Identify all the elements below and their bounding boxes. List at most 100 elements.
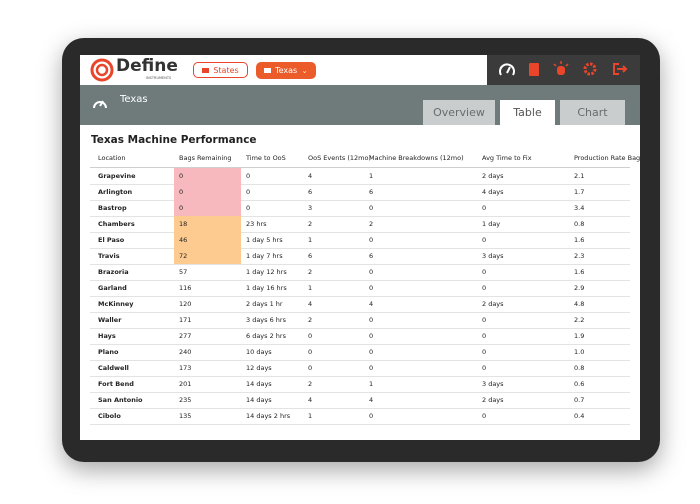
- table-cell: 0: [308, 364, 313, 372]
- location-cell: Waller: [98, 316, 122, 324]
- column-header: Machine Breakdowns (12mo): [369, 154, 464, 162]
- table-cell: 0: [482, 332, 487, 340]
- row-divider: [90, 232, 630, 233]
- row-divider: [90, 280, 630, 281]
- report-icon[interactable]: [529, 63, 539, 76]
- table-cell: 1.6: [574, 236, 585, 244]
- table-cell: 6: [308, 188, 313, 196]
- logo-mark: [90, 58, 114, 82]
- table-cell: 14 days: [246, 396, 272, 404]
- row-divider: [90, 328, 630, 329]
- table-cell: 0: [482, 268, 487, 276]
- table-cell: 0.4: [574, 412, 585, 420]
- table-cell: 135: [179, 412, 192, 420]
- table-cell: 240: [179, 348, 192, 356]
- tab[interactable]: Chart: [560, 100, 625, 125]
- table-cell: 14 days 2 hrs: [246, 412, 291, 420]
- table-cell: 3 days: [482, 252, 504, 260]
- table-cell: 1 day 7 hrs: [246, 252, 283, 260]
- table-cell: 1 day 12 hrs: [246, 268, 287, 276]
- header-divider: [90, 167, 630, 168]
- table-cell: 0: [369, 284, 374, 292]
- gauge-icon[interactable]: [499, 63, 515, 76]
- table-cell: 0: [179, 188, 184, 196]
- table-cell: 0: [482, 348, 487, 356]
- table-cell: 1 day 16 hrs: [246, 284, 287, 292]
- table-cell: 1: [369, 380, 374, 388]
- table-cell: 0.8: [574, 220, 585, 228]
- table-cell: 2: [369, 220, 374, 228]
- table-cell: 23 hrs: [246, 220, 267, 228]
- logout-icon[interactable]: [613, 63, 628, 75]
- row-divider: [90, 248, 630, 249]
- row-divider: [90, 424, 630, 425]
- highlight-cell: [174, 200, 241, 216]
- location-cell: Bastrop: [98, 204, 127, 212]
- table-cell: 6: [369, 252, 374, 260]
- logo-text: Define: [116, 56, 178, 76]
- table-cell: 0: [369, 236, 374, 244]
- texas-dropdown[interactable]: Texas ⌄: [256, 62, 316, 79]
- location-cell: Plano: [98, 348, 119, 356]
- region-title: Texas: [120, 94, 148, 105]
- tab[interactable]: Overview: [423, 100, 495, 125]
- table-cell: 2: [308, 220, 313, 228]
- table-cell: 2 days: [482, 172, 504, 180]
- row-divider: [90, 184, 630, 185]
- row-divider: [90, 392, 630, 393]
- table-cell: 0: [369, 332, 374, 340]
- table-cell: 0.6: [574, 380, 585, 388]
- table-cell: 12 days: [246, 364, 272, 372]
- states-button[interactable]: States: [193, 62, 248, 78]
- table-cell: 1: [308, 412, 313, 420]
- table-cell: 2 days: [482, 300, 504, 308]
- settings-icon[interactable]: [583, 62, 597, 76]
- table-cell: 0: [179, 172, 184, 180]
- table-cell: 10 days: [246, 348, 272, 356]
- table-cell: 2.2: [574, 316, 585, 324]
- location-cell: Brazoria: [98, 268, 129, 276]
- table-cell: 0: [482, 284, 487, 292]
- table-cell: 18: [179, 220, 188, 228]
- table-cell: 1.6: [574, 268, 585, 276]
- table-cell: 2.3: [574, 252, 585, 260]
- column-header: Location: [98, 154, 126, 162]
- location-cell: Caldwell: [98, 364, 129, 372]
- row-divider: [90, 312, 630, 313]
- highlight-cell: [174, 184, 241, 200]
- gauge-icon: [93, 100, 107, 109]
- table-cell: 4 days: [482, 188, 504, 196]
- row-divider: [90, 344, 630, 345]
- table-cell: 46: [179, 236, 188, 244]
- table-cell: 120: [179, 300, 192, 308]
- table-cell: 0: [369, 364, 374, 372]
- table-cell: 6 days 2 hrs: [246, 332, 286, 340]
- table-cell: 1: [369, 172, 374, 180]
- table-cell: 0: [482, 236, 487, 244]
- location-cell: Chambers: [98, 220, 135, 228]
- table-cell: 4: [369, 300, 374, 308]
- table-cell: 173: [179, 364, 192, 372]
- location-cell: Travis: [98, 252, 120, 260]
- highlight-cell: [174, 216, 241, 232]
- location-cell: McKinney: [98, 300, 134, 308]
- table-cell: 72: [179, 252, 188, 260]
- table-cell: 277: [179, 332, 192, 340]
- button-label: Texas: [275, 66, 298, 75]
- table-cell: 4: [369, 396, 374, 404]
- tab[interactable]: Table: [500, 100, 555, 125]
- table-cell: 0: [369, 412, 374, 420]
- table-cell: 57: [179, 268, 188, 276]
- table-cell: 0: [369, 348, 374, 356]
- alarm-icon[interactable]: [553, 61, 569, 75]
- table-cell: 14 days: [246, 380, 272, 388]
- row-divider: [90, 264, 630, 265]
- row-divider: [90, 296, 630, 297]
- row-divider: [90, 376, 630, 377]
- table-cell: 0: [308, 332, 313, 340]
- table-cell: 2.1: [574, 172, 585, 180]
- location-cell: El Paso: [98, 236, 125, 244]
- table-cell: 0: [246, 204, 251, 212]
- table-cell: 0: [246, 188, 251, 196]
